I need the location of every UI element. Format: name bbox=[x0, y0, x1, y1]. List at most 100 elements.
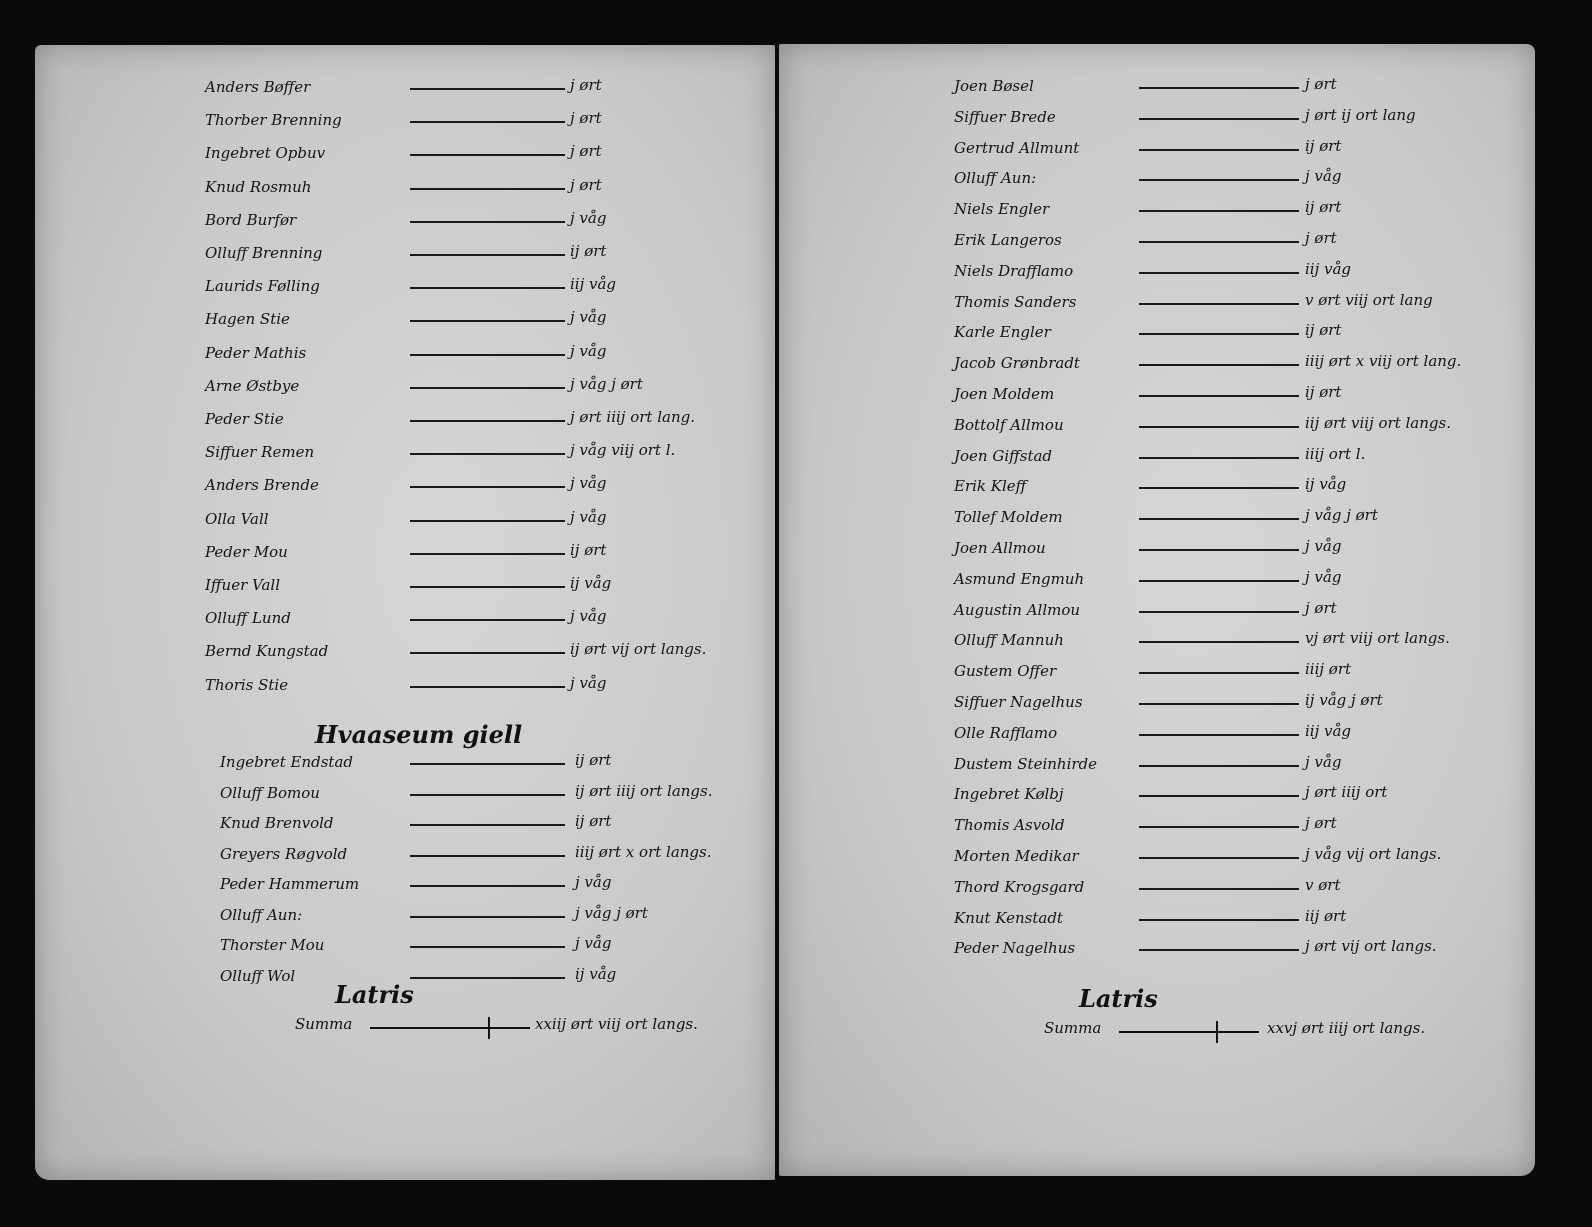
list-item: Arne Østbye j våg j ørt bbox=[35, 369, 735, 395]
list-item: Bernd Kungstad ij ørt vij ort langs. bbox=[35, 634, 735, 660]
leader-line bbox=[410, 763, 565, 765]
list-item: Siffuer Remen j våg viij ort l. bbox=[35, 435, 735, 461]
entry-name: Niels Drafflamo bbox=[954, 261, 1074, 280]
list-item: Olluff Brenning ij ørt bbox=[35, 236, 735, 262]
list-item: Olluff Wol ij våg bbox=[35, 959, 735, 985]
entry-name: Bord Burfør bbox=[205, 210, 297, 229]
entry-amount: ij ørt bbox=[575, 751, 612, 769]
leader-line bbox=[1139, 148, 1299, 151]
leader-line bbox=[410, 519, 565, 522]
entry-name: Thomis Asvold bbox=[954, 816, 1065, 835]
entry-amount: j ørt bbox=[570, 175, 602, 194]
entry-name: Olle Rafflamo bbox=[954, 723, 1058, 742]
list-item: Thorster Mou j våg bbox=[35, 928, 735, 954]
list-item: Ingebret Endstad ij ørt bbox=[35, 745, 735, 771]
entry-amount: ij ørt bbox=[570, 242, 607, 260]
list-item: Niels Drafflamo iij våg bbox=[779, 254, 1479, 280]
entry-amount: iij våg bbox=[1305, 721, 1352, 740]
latris-heading: Latris bbox=[1079, 984, 1158, 1013]
list-item: Ingebret Kølbj j ørt iiij ort bbox=[779, 777, 1479, 803]
leader-line bbox=[1139, 364, 1299, 367]
entry-name: Peder Hammerum bbox=[220, 875, 360, 893]
entry-name: Bottolf Allmou bbox=[954, 415, 1064, 434]
leader-line bbox=[1139, 456, 1299, 459]
entry-name: Morten Medikar bbox=[954, 847, 1079, 865]
list-item: Knud Rosmuh j ørt bbox=[35, 170, 735, 196]
leader-line bbox=[1139, 179, 1299, 182]
latris-heading: Latris bbox=[335, 980, 414, 1009]
entry-amount: j våg bbox=[1305, 567, 1342, 586]
entry-amount: j våg bbox=[570, 474, 607, 493]
leader-line bbox=[1139, 610, 1299, 613]
leader-line bbox=[1139, 302, 1299, 305]
entry-amount: j våg bbox=[1305, 752, 1342, 771]
entry-amount: j ørt bbox=[1305, 229, 1337, 247]
leader-line bbox=[410, 652, 565, 655]
entry-amount: ij våg bbox=[1305, 475, 1347, 494]
entry-name: Gustem Offer bbox=[954, 662, 1057, 681]
entry-amount: j ørt iiij ort lang. bbox=[570, 408, 695, 426]
leader-line bbox=[1139, 949, 1299, 952]
list-item: Olla Vall j våg bbox=[35, 502, 735, 528]
list-item: Joen Giffstad iiij ort l. bbox=[779, 439, 1479, 465]
leader-line bbox=[1139, 241, 1299, 243]
entry-name: Olluff Bomou bbox=[220, 783, 320, 802]
entry-amount: v ørt bbox=[1305, 875, 1341, 894]
entry-name: Ingebret Opbuv bbox=[205, 144, 326, 163]
entry-name: Peder Mou bbox=[205, 542, 288, 561]
list-item: Olluff Aun: j våg bbox=[779, 161, 1479, 187]
entry-amount: j våg bbox=[570, 673, 607, 692]
leader-line bbox=[410, 386, 565, 389]
list-item: Knut Kenstadt iij ørt bbox=[779, 901, 1479, 927]
leader-line bbox=[1139, 826, 1299, 829]
summa-cross bbox=[488, 1017, 490, 1039]
list-item: Peder Hammerum j våg bbox=[35, 867, 735, 893]
entry-amount: iij ørt viij ort langs. bbox=[1305, 413, 1451, 432]
leader-line bbox=[1139, 87, 1299, 89]
entry-name: Arne Østbye bbox=[205, 376, 300, 395]
entry-name: Siffuer Remen bbox=[205, 443, 315, 462]
leader-line bbox=[410, 915, 565, 918]
list-item: Thomis Sanders v ørt viij ort lang bbox=[779, 285, 1479, 311]
list-item: Knud Brenvold ij ørt bbox=[35, 806, 735, 832]
list-item: Asmund Engmuh j våg bbox=[779, 562, 1479, 588]
list-item: Olluff Lund j våg bbox=[35, 601, 735, 627]
entry-amount: j ørt bbox=[570, 142, 602, 161]
summa-line bbox=[370, 1027, 530, 1029]
list-item: Anders Brende j våg bbox=[35, 468, 735, 494]
entry-amount: iij ørt bbox=[1305, 906, 1347, 925]
entry-name: Joen Giffstad bbox=[954, 446, 1053, 465]
leader-line bbox=[1139, 549, 1299, 551]
list-item: Bottolf Allmou iij ørt viij ort langs. bbox=[779, 408, 1479, 434]
list-item: Hagen Stie j våg bbox=[35, 302, 735, 328]
entry-name: Knut Kenstadt bbox=[954, 908, 1063, 927]
list-item: Siffuer Brede j ørt ij ort lang bbox=[779, 100, 1479, 126]
entry-amount: ij ørt bbox=[1305, 383, 1342, 401]
entry-name: Iffuer Vall bbox=[205, 576, 281, 594]
entry-amount: j ørt bbox=[570, 76, 602, 94]
list-item: Greyers Røgvold iiij ørt x ort langs. bbox=[35, 837, 735, 863]
summa-label: Summa bbox=[295, 1015, 353, 1033]
list-item: Olluff Mannuh vj ørt viij ort langs. bbox=[779, 623, 1479, 649]
leader-line bbox=[1139, 425, 1299, 428]
list-item: Peder Mou ij ørt bbox=[35, 535, 735, 561]
entry-name: Peder Stie bbox=[205, 410, 284, 428]
list-item: Olluff Bomou ij ørt iiij ort langs. bbox=[35, 776, 735, 802]
entry-amount: ij våg bbox=[575, 964, 617, 983]
list-item: Karle Engler ij ørt bbox=[779, 315, 1479, 341]
entry-name: Peder Mathis bbox=[205, 343, 307, 362]
list-item: Joen Bøsel j ørt bbox=[779, 69, 1479, 95]
entry-name: Olluff Aun: bbox=[220, 905, 303, 924]
list-item: Iffuer Vall ij våg bbox=[35, 568, 735, 594]
leader-line bbox=[1139, 672, 1299, 675]
entry-name: Joen Allmou bbox=[954, 539, 1046, 557]
leader-line bbox=[410, 220, 565, 223]
leader-line bbox=[410, 154, 565, 157]
summa-amount: xxvj ørt iiij ort langs. bbox=[1267, 1019, 1426, 1037]
entry-amount: j våg bbox=[570, 607, 607, 626]
list-item: Morten Medikar j våg vij ort langs. bbox=[779, 839, 1479, 865]
entry-amount: j våg bbox=[1305, 167, 1342, 186]
summa-label: Summa bbox=[1044, 1019, 1102, 1037]
leader-line bbox=[1139, 733, 1299, 736]
entry-name: Joen Moldem bbox=[954, 385, 1055, 403]
